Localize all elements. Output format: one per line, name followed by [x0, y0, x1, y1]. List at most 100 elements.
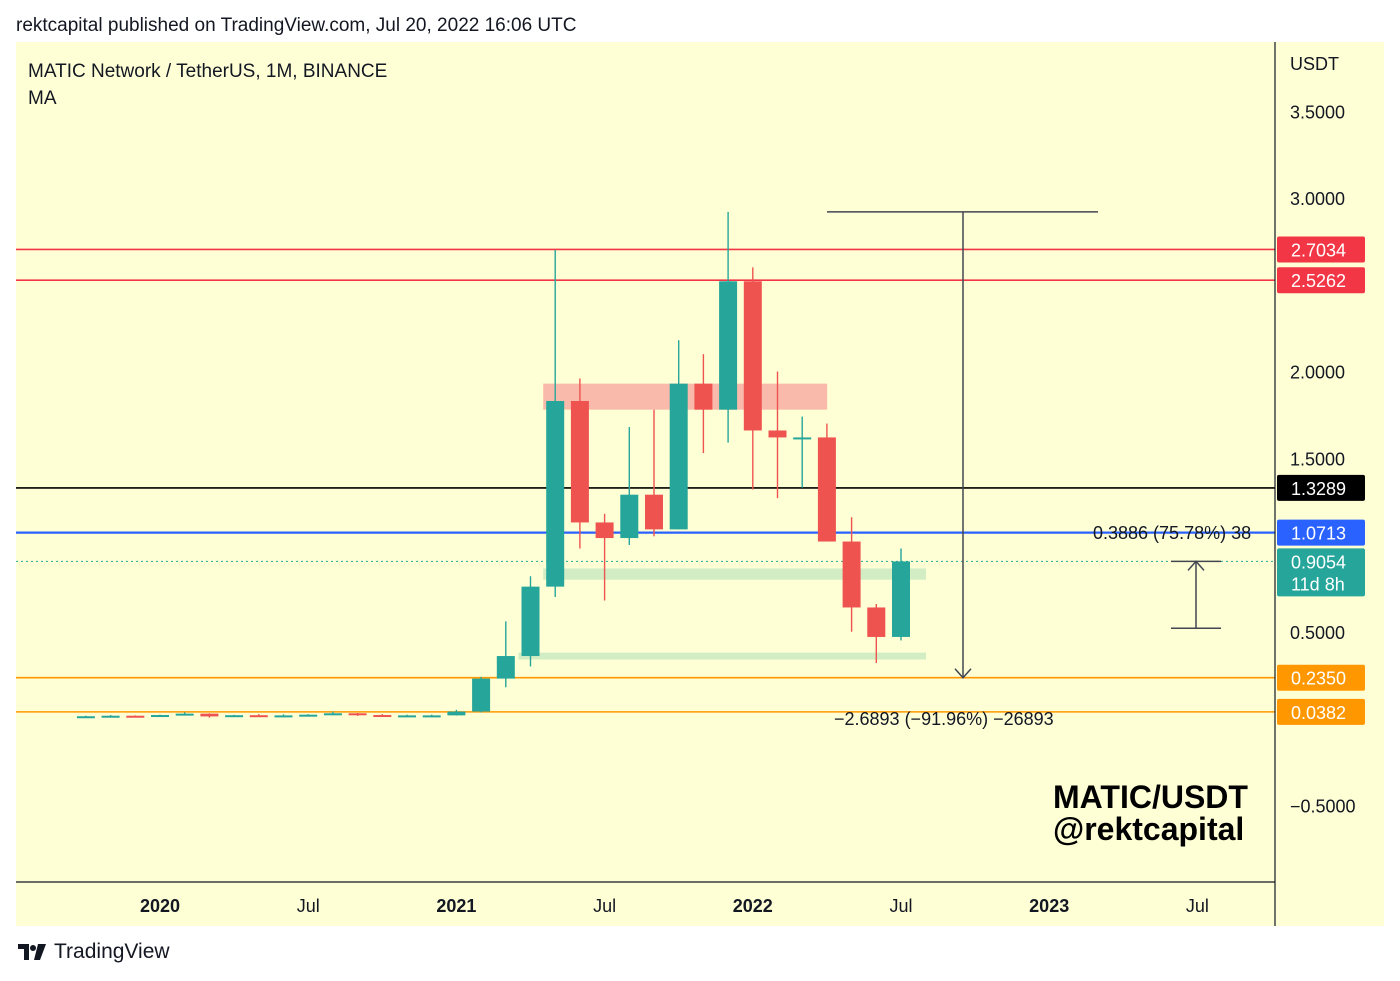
current-price-tag	[1277, 548, 1365, 597]
x-tick-label: Jul	[593, 896, 616, 916]
candle	[496, 621, 515, 688]
candle	[669, 340, 688, 530]
candle-body	[892, 561, 910, 637]
candle-body	[175, 713, 194, 716]
candle	[570, 378, 589, 549]
x-tick-label: 2021	[436, 896, 476, 916]
candle-body	[768, 430, 787, 438]
x-tick-label: Jul	[297, 896, 320, 916]
candle-body	[867, 607, 886, 637]
candle-body	[793, 437, 812, 440]
candle	[472, 676, 491, 713]
y-tick-label: −0.5000	[1290, 796, 1356, 816]
candle	[892, 548, 910, 641]
candle-body	[76, 716, 95, 719]
candle	[323, 711, 342, 716]
candle-body	[101, 715, 120, 718]
x-tick-label: 2020	[140, 896, 180, 916]
y-tick-label: 3.5000	[1290, 102, 1345, 122]
candle-body	[126, 715, 145, 718]
candle-body	[422, 715, 441, 718]
candle	[817, 423, 836, 542]
measure-down-arrowhead	[954, 668, 972, 679]
candle	[694, 354, 713, 454]
measure-up-arrowhead	[1187, 560, 1205, 571]
countdown-text: 11d 8h	[1291, 574, 1345, 594]
level-price-tag-text: 0.0382	[1291, 703, 1346, 723]
level-price-tag	[1277, 267, 1365, 294]
x-tick-label: 2022	[733, 896, 773, 916]
candle	[867, 603, 886, 663]
candle-body	[546, 400, 565, 587]
candle	[175, 712, 194, 716]
y-tick-label: 0.5000	[1290, 623, 1345, 643]
candle	[521, 576, 540, 667]
y-tick-label: 3.0000	[1290, 189, 1345, 209]
level-price-tag	[1277, 698, 1365, 725]
level-price-tag-text: 0.2350	[1291, 669, 1346, 689]
candle	[76, 715, 95, 719]
candle	[274, 714, 293, 718]
y-tick-label: 1.5000	[1290, 449, 1345, 469]
candle-body	[447, 711, 466, 716]
level-price-tag-text: 1.0713	[1291, 524, 1346, 544]
candle	[447, 709, 466, 716]
candle-body	[348, 713, 367, 716]
candle	[101, 715, 120, 718]
candle-body	[398, 715, 416, 718]
candle	[645, 409, 663, 537]
level-price-tag-text: 2.7034	[1291, 240, 1346, 260]
publish-info: rektcapital published on TradingView.com…	[16, 15, 577, 36]
candle-body	[595, 522, 614, 539]
price-zone	[518, 652, 926, 660]
candle	[249, 714, 268, 718]
candle	[348, 712, 367, 716]
watermark-author: @rektcapital	[1053, 811, 1244, 847]
candle-body	[472, 678, 491, 712]
chart-background	[16, 42, 1384, 926]
tradingview-logo-icon	[18, 944, 46, 960]
x-tick-label: Jul	[889, 896, 912, 916]
candle-body	[225, 715, 244, 718]
candle-body	[719, 281, 738, 410]
candle	[743, 267, 762, 490]
candle-body	[620, 494, 639, 539]
candle-body	[743, 281, 762, 431]
y-tick-label: 2.0000	[1290, 363, 1345, 383]
candle-body	[151, 715, 169, 718]
candle	[126, 715, 145, 718]
x-tick-label: 2023	[1029, 896, 1069, 916]
candle	[398, 714, 416, 718]
symbol-title: MATIC Network / TetherUS, 1M, BINANCE	[28, 61, 387, 82]
candle-body	[694, 383, 713, 410]
watermark-pair: MATIC/USDT	[1053, 779, 1248, 815]
candle-body	[496, 656, 515, 679]
level-price-tag	[1277, 474, 1365, 501]
price-zone	[543, 568, 926, 580]
candle-body	[842, 541, 861, 608]
level-price-tag	[1277, 664, 1365, 691]
candle-body	[274, 715, 293, 718]
candle-body	[817, 437, 836, 542]
candle	[620, 427, 639, 545]
measure-up-label: 0.3886 (75.78%) 38	[1093, 523, 1251, 543]
candle-body	[570, 400, 589, 523]
candle-body	[299, 714, 318, 717]
candle	[200, 713, 219, 718]
candle-body	[669, 383, 688, 530]
tradingview-brand-text: TradingView	[54, 940, 170, 963]
candle	[595, 513, 614, 601]
level-price-tag-text: 1.3289	[1291, 479, 1346, 499]
current-price-tag-text: 0.9054	[1291, 552, 1346, 572]
candle	[422, 714, 441, 718]
candle-body	[323, 713, 342, 716]
level-price-tag-text: 2.5262	[1291, 271, 1346, 291]
candle	[373, 714, 392, 718]
candle-body	[249, 715, 268, 718]
candle	[225, 714, 244, 718]
candle	[719, 211, 738, 443]
currency-label: USDT	[1290, 54, 1339, 74]
candle-body	[373, 715, 392, 718]
tradingview-brand[interactable]: TradingView	[16, 940, 170, 964]
